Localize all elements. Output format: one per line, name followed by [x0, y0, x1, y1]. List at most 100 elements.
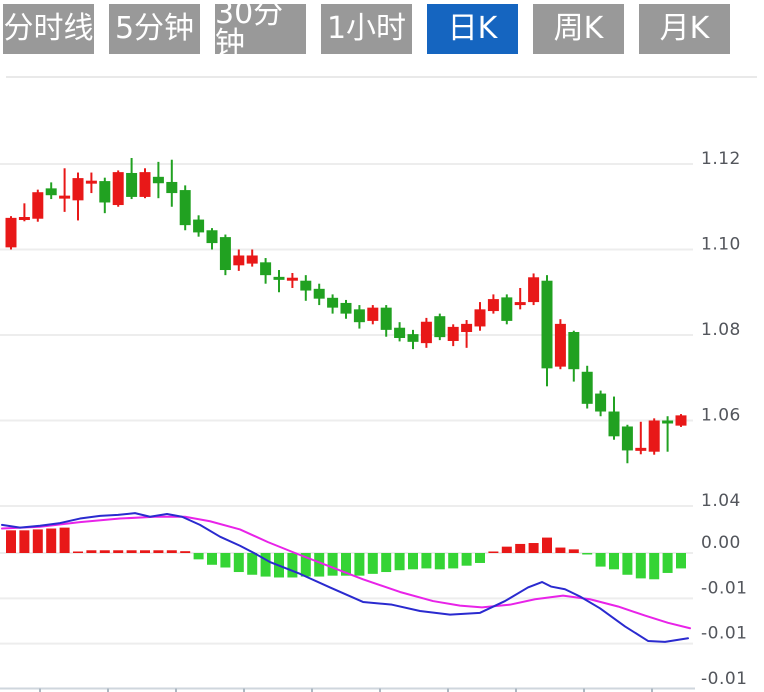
candle-body[interactable]	[99, 181, 111, 203]
candle-body[interactable]	[313, 288, 325, 299]
tab-30分钟[interactable]: 30分钟	[215, 0, 306, 59]
candle-body[interactable]	[112, 172, 124, 206]
candle-body[interactable]	[407, 334, 419, 342]
tab-1小时[interactable]: 1小时	[321, 4, 412, 54]
candle-body[interactable]	[514, 302, 526, 306]
macd-histogram-bar	[260, 553, 271, 577]
macd-histogram-bar	[193, 553, 204, 560]
candle-body[interactable]	[59, 195, 71, 199]
macd-histogram-bar	[461, 553, 472, 566]
candle-body[interactable]	[219, 237, 231, 271]
candle-body[interactable]	[541, 280, 553, 369]
candle-body[interactable]	[233, 255, 245, 266]
macd-histogram-bar	[582, 553, 593, 555]
macd-histogram-bar	[32, 529, 43, 553]
macd-histogram-bar	[635, 553, 646, 579]
macd-histogram-bar	[475, 553, 485, 563]
macd-histogram-bar	[542, 537, 552, 553]
candle-body[interactable]	[608, 411, 620, 437]
indicator-axis-label: 0.00	[701, 533, 741, 553]
macd-histogram-bar	[408, 553, 418, 570]
candle-body[interactable]	[568, 332, 580, 370]
macd-histogram-bar	[59, 527, 70, 553]
tab-周K[interactable]: 周K	[533, 4, 624, 54]
candle-body[interactable]	[554, 323, 566, 367]
candle-body[interactable]	[5, 217, 17, 248]
macd-histogram-bar	[341, 553, 351, 576]
price-axis-label: 1.12	[701, 149, 741, 169]
macd-histogram-bar	[233, 553, 244, 573]
candle-body[interactable]	[260, 262, 272, 276]
candle-body[interactable]	[635, 447, 647, 451]
tab-5分钟[interactable]: 5分钟	[109, 4, 200, 54]
indicator-axis-label: -0.01	[701, 624, 748, 644]
candle-body[interactable]	[193, 219, 205, 233]
indicator-axis-label: -0.01	[701, 578, 748, 598]
candle-body[interactable]	[394, 327, 406, 338]
candle-body[interactable]	[126, 172, 138, 197]
macd-histogram-bar	[434, 553, 445, 570]
candle-body[interactable]	[273, 276, 285, 280]
candle-body[interactable]	[246, 255, 258, 264]
macd-histogram-bar	[595, 553, 606, 567]
candle-body[interactable]	[340, 302, 352, 314]
candle-body[interactable]	[166, 181, 178, 194]
macd-histogram-bar	[488, 551, 499, 553]
macd-histogram-bar	[555, 547, 566, 553]
macd-histogram-bar	[140, 550, 150, 553]
macd-histogram-bar	[448, 553, 459, 569]
candle-body[interactable]	[528, 277, 540, 303]
candle-body[interactable]	[353, 309, 365, 323]
macd-histogram-bar	[676, 553, 686, 569]
macd-histogram-bar	[421, 553, 432, 569]
macd-histogram-bar	[113, 550, 124, 553]
candle-body[interactable]	[45, 188, 57, 196]
macd-histogram-bar	[622, 553, 633, 575]
candle-body[interactable]	[85, 180, 97, 184]
candle-body[interactable]	[461, 323, 473, 333]
candle-body[interactable]	[72, 178, 84, 201]
candle-body[interactable]	[327, 297, 339, 308]
candle-body[interactable]	[420, 321, 432, 344]
candle-body[interactable]	[139, 172, 151, 197]
candle-body[interactable]	[662, 420, 674, 424]
macd-histogram-bar	[86, 550, 97, 553]
macd-histogram-bar	[662, 553, 673, 573]
candle-body[interactable]	[179, 190, 191, 226]
candle-body[interactable]	[501, 297, 513, 321]
period-tabbar: 分时线 5分钟 30分钟 1小时 日K 周K 月K	[3, 0, 730, 59]
candle-body[interactable]	[595, 393, 607, 412]
candle-body[interactable]	[648, 420, 660, 452]
tab-分时线[interactable]: 分时线	[3, 4, 94, 54]
candle-body[interactable]	[206, 230, 218, 244]
candle-body[interactable]	[18, 217, 30, 221]
candle-body[interactable]	[434, 316, 446, 338]
macd-histogram-bar	[300, 553, 311, 577]
macd-histogram-bar	[381, 553, 392, 573]
macd-histogram-bar	[126, 550, 137, 553]
macd-histogram-bar	[394, 553, 405, 571]
candle-body[interactable]	[32, 192, 44, 219]
macd-histogram-bar	[220, 553, 231, 568]
tab-日K[interactable]: 日K	[427, 4, 518, 54]
candle-body[interactable]	[447, 326, 459, 341]
toolbar-divider	[6, 76, 757, 78]
macd-histogram-bar	[314, 553, 325, 577]
candle-body[interactable]	[380, 307, 392, 330]
macd-histogram-bar	[73, 551, 83, 553]
macd-histogram-bar	[180, 551, 191, 553]
candle-body[interactable]	[487, 299, 499, 312]
candle-body[interactable]	[621, 426, 633, 451]
candle-body[interactable]	[367, 307, 379, 321]
price-axis-label: 1.08	[701, 320, 741, 340]
dif-line	[1, 512, 689, 643]
candle-body[interactable]	[581, 371, 593, 404]
candle-body[interactable]	[286, 277, 298, 281]
candle-body[interactable]	[152, 176, 164, 184]
dea-line	[1, 515, 691, 630]
candle-body[interactable]	[474, 309, 486, 327]
candle-body[interactable]	[675, 415, 687, 426]
tab-月K[interactable]: 月K	[639, 4, 730, 54]
candle-body[interactable]	[300, 280, 312, 291]
